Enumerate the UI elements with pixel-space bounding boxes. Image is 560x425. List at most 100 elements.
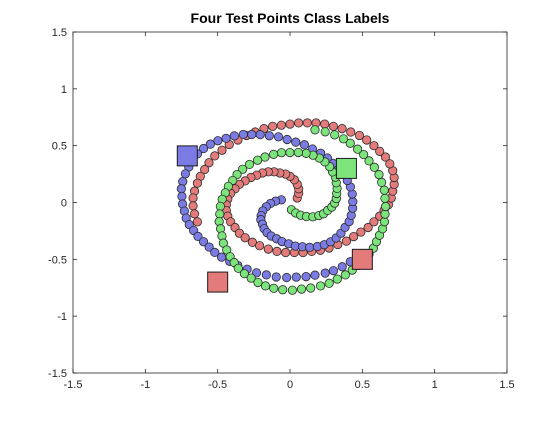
data-point bbox=[192, 217, 203, 227]
data-point bbox=[310, 125, 320, 135]
data-point bbox=[301, 148, 311, 158]
data-point bbox=[301, 272, 311, 282]
plot-area bbox=[72, 31, 508, 374]
data-point bbox=[268, 121, 278, 131]
test-point-square bbox=[176, 145, 198, 167]
data-point bbox=[255, 130, 265, 140]
data-point bbox=[379, 217, 390, 227]
data-point bbox=[210, 247, 220, 257]
data-point bbox=[176, 184, 186, 194]
data-point bbox=[238, 129, 248, 140]
data-point bbox=[287, 285, 297, 295]
data-point bbox=[338, 134, 349, 144]
data-point bbox=[177, 191, 187, 201]
data-point bbox=[217, 145, 227, 155]
data-point bbox=[233, 263, 243, 273]
data-point bbox=[192, 178, 203, 188]
test-point-square bbox=[335, 157, 357, 179]
data-point bbox=[320, 119, 330, 129]
data-point bbox=[246, 273, 256, 283]
data-point bbox=[354, 130, 365, 141]
data-point bbox=[215, 201, 225, 211]
data-point bbox=[369, 141, 379, 151]
data-point bbox=[352, 144, 363, 154]
data-point bbox=[337, 262, 347, 272]
data-point bbox=[305, 242, 315, 253]
data-point bbox=[198, 237, 209, 247]
data-point bbox=[263, 244, 273, 254]
series-1 bbox=[176, 129, 363, 283]
chart-title: Four Test Points Class Labels bbox=[191, 10, 390, 26]
data-point bbox=[332, 274, 342, 284]
data-point bbox=[252, 155, 263, 165]
data-point bbox=[328, 266, 339, 276]
data-point bbox=[306, 283, 316, 293]
data-point bbox=[282, 272, 292, 283]
data-point bbox=[385, 159, 395, 169]
data-point bbox=[364, 156, 374, 166]
data-point bbox=[240, 233, 250, 243]
data-point bbox=[188, 201, 198, 211]
data-point bbox=[255, 241, 265, 251]
y-tick-label: 0 bbox=[61, 198, 67, 210]
data-point bbox=[198, 143, 209, 154]
y-tick-label: -1.5 bbox=[48, 368, 67, 380]
data-point bbox=[239, 269, 249, 279]
x-tick-label: 0 bbox=[287, 379, 293, 391]
y-tick-label: 1.5 bbox=[52, 27, 67, 39]
data-point bbox=[260, 281, 271, 291]
data-point bbox=[261, 270, 271, 280]
axis-ticks: -1.5 -1 -0.5 0 0.5 1 1.5 -1.5 -1 -0.5 0 0.5 1 1.5 bbox=[48, 27, 515, 391]
data-point bbox=[328, 121, 338, 131]
data-point bbox=[213, 136, 223, 146]
data-point bbox=[330, 130, 340, 140]
data-point bbox=[302, 118, 312, 128]
data-point bbox=[269, 283, 279, 293]
x-tick-label: -1.5 bbox=[64, 379, 83, 391]
data-point bbox=[244, 159, 255, 170]
y-tick-label: 1 bbox=[61, 84, 67, 96]
data-point bbox=[320, 127, 330, 137]
data-point bbox=[272, 246, 282, 256]
data-point bbox=[229, 131, 239, 141]
data-point bbox=[377, 177, 387, 187]
data-point bbox=[341, 236, 352, 246]
data-point bbox=[310, 270, 320, 280]
data-point bbox=[200, 164, 210, 175]
data-point bbox=[369, 162, 379, 172]
data-point bbox=[276, 148, 287, 158]
y-tick-label: -1 bbox=[57, 311, 67, 323]
data-point bbox=[380, 209, 390, 219]
data-point bbox=[369, 217, 379, 227]
data-point bbox=[268, 149, 279, 159]
data-point bbox=[271, 272, 281, 282]
data-point bbox=[238, 164, 248, 174]
data-point bbox=[340, 270, 350, 280]
x-tick-label: 0.5 bbox=[355, 379, 370, 391]
data-point bbox=[210, 151, 220, 161]
data-point bbox=[348, 196, 358, 207]
data-point bbox=[253, 277, 263, 288]
data-point bbox=[337, 124, 347, 134]
data-point bbox=[282, 134, 292, 145]
data-point bbox=[315, 281, 326, 291]
data-point bbox=[215, 209, 225, 219]
chart-marks bbox=[176, 118, 399, 295]
y-tick-label: -0.5 bbox=[48, 254, 67, 266]
data-point bbox=[362, 135, 372, 145]
data-point bbox=[380, 193, 390, 203]
test-points bbox=[176, 145, 373, 293]
data-point bbox=[291, 137, 301, 147]
data-point bbox=[345, 138, 355, 148]
data-point bbox=[294, 118, 304, 128]
x-tick-label: -0.5 bbox=[208, 379, 227, 391]
data-point bbox=[375, 146, 385, 156]
data-point bbox=[205, 139, 215, 149]
data-point bbox=[346, 127, 356, 137]
data-point bbox=[189, 209, 200, 219]
data-point bbox=[381, 201, 391, 212]
x-tick-label: 1 bbox=[432, 379, 438, 391]
data-point bbox=[264, 131, 274, 141]
data-point bbox=[349, 232, 359, 242]
